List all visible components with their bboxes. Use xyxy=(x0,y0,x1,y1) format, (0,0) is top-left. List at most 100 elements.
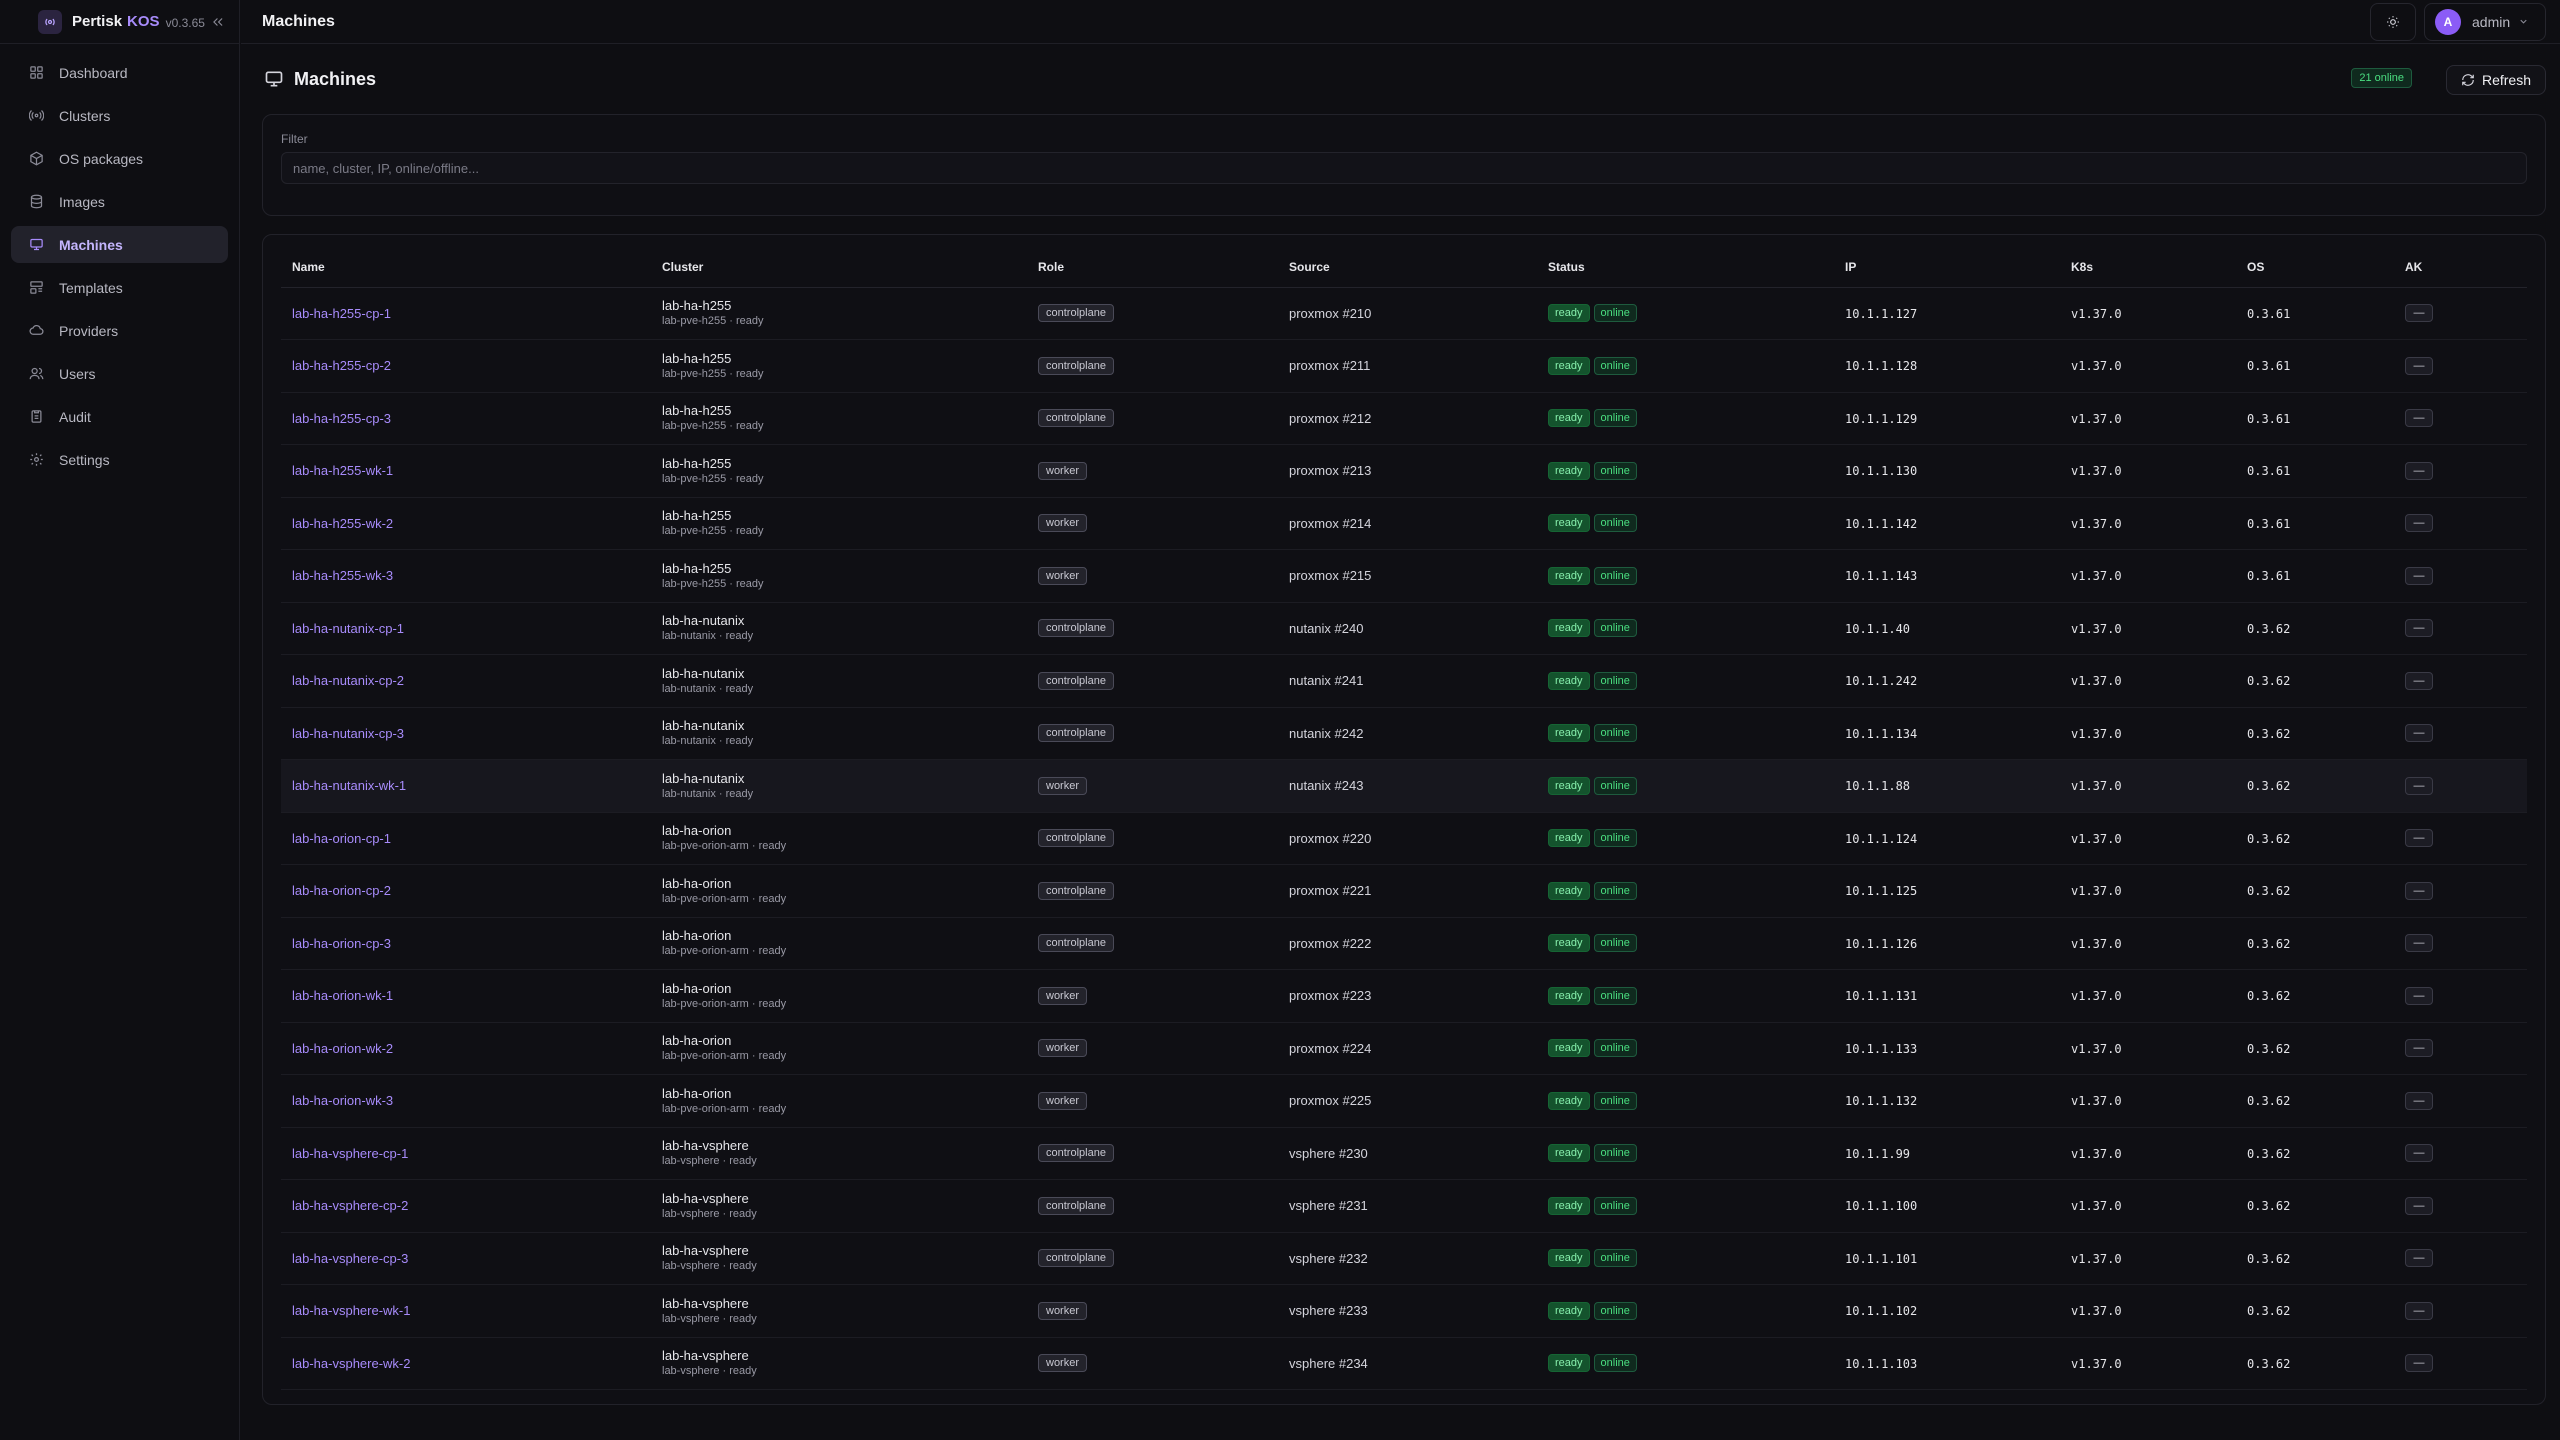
machine-name-link[interactable]: lab-ha-orion-wk-3 xyxy=(292,1093,394,1109)
sidebar-item-machines[interactable]: Machines xyxy=(11,226,228,263)
table-row[interactable]: lab-ha-h255-cp-1 lab-ha-h255 lab-pve-h255 … xyxy=(281,287,2527,340)
sidebar-item-providers[interactable]: Providers xyxy=(11,312,228,349)
ak-button[interactable]: — xyxy=(2405,829,2433,848)
cluster-subtitle: lab-pve-h255 · ready xyxy=(662,420,764,433)
sidebar-item-os-packages[interactable]: OS packages xyxy=(11,140,228,177)
ak-button[interactable]: — xyxy=(2405,1354,2433,1373)
table-row[interactable]: lab-ha-orion-cp-2 lab-ha-orion lab-pve-ori… xyxy=(281,864,2527,918)
table-row[interactable]: lab-ha-h255-wk-2 lab-ha-h255 lab-pve-h255 … xyxy=(281,497,2527,550)
ak-button[interactable]: — xyxy=(2405,1144,2433,1163)
machine-name-link[interactable]: lab-ha-orion-wk-2 xyxy=(292,1040,394,1056)
sidebar-item-settings[interactable]: Settings xyxy=(11,441,228,478)
table-row[interactable]: lab-ha-vsphere-cp-3 lab-ha-vsphere lab-vsp… xyxy=(281,1232,2527,1285)
sidebar-item-images[interactable]: Images xyxy=(11,183,228,220)
table-row[interactable]: lab-ha-orion-wk-2 lab-ha-orion lab-pve-ori… xyxy=(281,1022,2527,1075)
machine-name-link[interactable]: lab-ha-vsphere-cp-1 xyxy=(292,1145,409,1161)
column-header-ip[interactable]: IP xyxy=(1834,247,2060,288)
ak-button[interactable]: — xyxy=(2405,619,2433,638)
table-row[interactable]: lab-ha-h255-wk-3 lab-ha-h255 lab-pve-h255 … xyxy=(281,549,2527,603)
k8s-cell: v1.37.0 xyxy=(2060,287,2236,340)
machine-name-link[interactable]: lab-ha-h255-wk-1 xyxy=(292,463,394,479)
sidebar-item-audit[interactable]: Audit xyxy=(11,398,228,435)
column-header-source[interactable]: Source xyxy=(1278,247,1537,288)
ak-button[interactable]: — xyxy=(2405,986,2433,1005)
table-row[interactable]: lab-ha-nutanix-wk-1 lab-ha-nutanix lab-nut… xyxy=(281,759,2527,813)
theme-toggle-button[interactable] xyxy=(2370,3,2416,41)
machine-name-link[interactable]: lab-ha-vsphere-wk-1 xyxy=(292,1303,411,1319)
ak-cell: — xyxy=(2394,969,2527,1023)
table-row[interactable]: lab-ha-h255-cp-3 lab-ha-h255 lab-pve-h255 … xyxy=(281,392,2527,445)
machine-name-link[interactable]: lab-ha-h255-cp-1 xyxy=(292,305,392,321)
cluster-subtitle: lab-nutanix · ready xyxy=(662,682,754,695)
table-row[interactable]: lab-ha-nutanix-cp-2 lab-ha-nutanix lab-nut… xyxy=(281,654,2527,708)
sidebar-item-users[interactable]: Users xyxy=(11,355,228,392)
ak-button[interactable]: — xyxy=(2405,776,2433,795)
cluster-cell: lab-ha-orion lab-pve-orion-arm · ready xyxy=(651,812,1027,865)
ak-button[interactable]: — xyxy=(2405,881,2433,900)
column-header-os[interactable]: OS xyxy=(2236,247,2394,288)
column-header-k8s[interactable]: K8s xyxy=(2060,247,2236,288)
role-badge: controlplane xyxy=(1038,619,1114,638)
column-header-ak[interactable]: AK xyxy=(2394,247,2527,288)
table-row[interactable]: lab-ha-vsphere-wk-1 lab-ha-vsphere lab-vsp… xyxy=(281,1284,2527,1338)
filter-input[interactable] xyxy=(281,152,2527,184)
sidebar-item-clusters[interactable]: Clusters xyxy=(11,97,228,134)
machine-name-link[interactable]: lab-ha-orion-cp-2 xyxy=(292,883,391,899)
machine-name-link[interactable]: lab-ha-h255-wk-2 xyxy=(292,515,394,531)
machine-name-link[interactable]: lab-ha-orion-cp-3 xyxy=(292,935,391,951)
ak-button[interactable]: — xyxy=(2405,1091,2433,1110)
machine-name-link[interactable]: lab-ha-nutanix-cp-3 xyxy=(292,725,405,741)
table-row[interactable]: lab-ha-orion-wk-3 lab-ha-orion lab-pve-ori… xyxy=(281,1074,2527,1128)
machine-name-link[interactable]: lab-ha-nutanix-cp-1 xyxy=(292,620,405,636)
table-row[interactable]: lab-ha-nutanix-cp-3 lab-ha-nutanix lab-nut… xyxy=(281,707,2527,760)
ak-button[interactable]: — xyxy=(2405,356,2433,375)
ak-button[interactable]: — xyxy=(2405,566,2433,585)
refresh-button[interactable]: Refresh xyxy=(2446,65,2546,95)
sidebar-item-templates[interactable]: Templates xyxy=(11,269,228,306)
name-cell: lab-ha-vsphere-wk-2 xyxy=(281,1337,651,1390)
cluster-name: lab-ha-vsphere xyxy=(662,1138,749,1154)
page-header: Machines 21 online Refresh xyxy=(262,44,2546,114)
cluster-subtitle: lab-nutanix · ready xyxy=(662,630,754,643)
column-header-status[interactable]: Status xyxy=(1537,247,1834,288)
table-row[interactable]: lab-ha-orion-cp-1 lab-ha-orion lab-pve-ori… xyxy=(281,812,2527,865)
machine-name-link[interactable]: lab-ha-orion-cp-1 xyxy=(292,830,391,846)
machine-name-link[interactable]: lab-ha-orion-wk-1 xyxy=(292,988,394,1004)
table-row[interactable]: lab-ha-h255-wk-1 lab-ha-h255 lab-pve-h255 … xyxy=(281,444,2527,498)
sidebar-item-dashboard[interactable]: Dashboard xyxy=(11,54,228,91)
ak-button[interactable]: — xyxy=(2405,934,2433,953)
machine-name-link[interactable]: lab-ha-vsphere-wk-2 xyxy=(292,1355,411,1371)
collapse-sidebar-icon[interactable] xyxy=(208,12,228,32)
ak-button[interactable]: — xyxy=(2405,461,2433,480)
ak-button[interactable]: — xyxy=(2405,671,2433,690)
users-icon xyxy=(27,365,45,383)
table-row[interactable]: lab-ha-vsphere-cp-1 lab-ha-vsphere lab-vsp… xyxy=(281,1127,2527,1180)
table-row[interactable]: lab-ha-vsphere-wk-2 lab-ha-vsphere lab-vsp… xyxy=(281,1337,2527,1390)
ak-button[interactable]: — xyxy=(2405,304,2433,323)
role-cell: controlplane xyxy=(1027,1127,1278,1180)
ak-button[interactable]: — xyxy=(2405,1196,2433,1215)
column-header-name[interactable]: Name xyxy=(281,247,651,288)
machine-name-link[interactable]: lab-ha-nutanix-cp-2 xyxy=(292,673,405,689)
column-header-cluster[interactable]: Cluster xyxy=(651,247,1027,288)
machine-name-link[interactable]: lab-ha-vsphere-cp-2 xyxy=(292,1198,409,1214)
machine-name-link[interactable]: lab-ha-nutanix-wk-1 xyxy=(292,778,407,794)
table-row[interactable]: lab-ha-orion-cp-3 lab-ha-orion lab-pve-ori… xyxy=(281,917,2527,970)
k8s-cell: v1.37.0 xyxy=(2060,654,2236,708)
ak-button[interactable]: — xyxy=(2405,409,2433,428)
ak-button[interactable]: — xyxy=(2405,724,2433,743)
ak-button[interactable]: — xyxy=(2405,514,2433,533)
machine-name-link[interactable]: lab-ha-vsphere-cp-3 xyxy=(292,1250,409,1266)
table-row[interactable]: lab-ha-orion-wk-1 lab-ha-orion lab-pve-ori… xyxy=(281,969,2527,1023)
ak-button[interactable]: — xyxy=(2405,1301,2433,1320)
table-row[interactable]: lab-ha-h255-cp-2 lab-ha-h255 lab-pve-h255 … xyxy=(281,339,2527,393)
table-row[interactable]: lab-ha-nutanix-cp-1 lab-ha-nutanix lab-nut… xyxy=(281,602,2527,655)
ak-button[interactable]: — xyxy=(2405,1249,2433,1268)
user-menu-button[interactable]: A admin xyxy=(2424,3,2546,41)
column-header-role[interactable]: Role xyxy=(1027,247,1278,288)
table-row[interactable]: lab-ha-vsphere-cp-2 lab-ha-vsphere lab-vsp… xyxy=(281,1179,2527,1233)
ak-button[interactable]: — xyxy=(2405,1039,2433,1058)
machine-name-link[interactable]: lab-ha-h255-wk-3 xyxy=(292,568,394,584)
machine-name-link[interactable]: lab-ha-h255-cp-3 xyxy=(292,410,392,426)
machine-name-link[interactable]: lab-ha-h255-cp-2 xyxy=(292,358,392,374)
